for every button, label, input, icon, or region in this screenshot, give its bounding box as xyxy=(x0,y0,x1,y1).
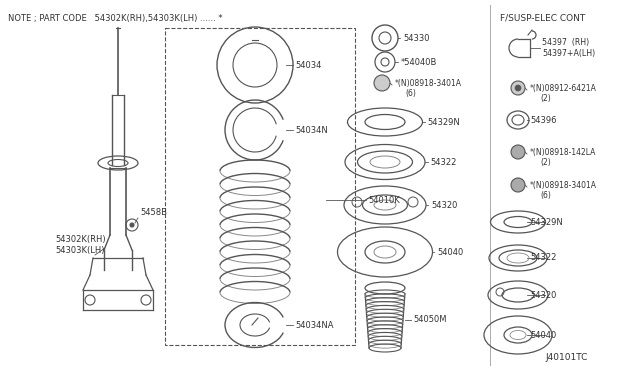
Text: 54322: 54322 xyxy=(530,253,556,263)
Text: 54034: 54034 xyxy=(295,61,321,70)
Circle shape xyxy=(511,81,525,95)
Text: (6): (6) xyxy=(540,190,551,199)
Text: J40101TC: J40101TC xyxy=(545,353,588,362)
Text: (2): (2) xyxy=(540,157,551,167)
Text: 54320: 54320 xyxy=(431,201,458,209)
Circle shape xyxy=(511,145,525,159)
Text: (6): (6) xyxy=(405,89,416,97)
Text: 54329N: 54329N xyxy=(530,218,563,227)
Text: 54329N: 54329N xyxy=(427,118,460,126)
Text: NOTE ; PART CODE   54302K(RH),54303K(LH) ...... *: NOTE ; PART CODE 54302K(RH),54303K(LH) .… xyxy=(8,13,223,22)
Text: 54034N: 54034N xyxy=(295,125,328,135)
Text: 54050M: 54050M xyxy=(413,315,447,324)
Text: 54330: 54330 xyxy=(403,33,429,42)
Text: *(N)08918-3401A: *(N)08918-3401A xyxy=(395,78,462,87)
Text: *(N)08918-3401A: *(N)08918-3401A xyxy=(530,180,597,189)
Text: *(N)08912-6421A: *(N)08912-6421A xyxy=(530,83,597,93)
Text: 54396: 54396 xyxy=(530,115,557,125)
Text: 54040: 54040 xyxy=(437,247,463,257)
Text: 54034NA: 54034NA xyxy=(295,321,333,330)
Text: 54322: 54322 xyxy=(430,157,456,167)
Text: 54397  (RH)
54397+A(LH): 54397 (RH) 54397+A(LH) xyxy=(542,38,595,58)
Circle shape xyxy=(130,223,134,227)
Text: *54040B: *54040B xyxy=(401,58,437,67)
Circle shape xyxy=(515,85,521,91)
Text: 54010K: 54010K xyxy=(368,196,400,205)
Circle shape xyxy=(511,178,525,192)
Text: (2): (2) xyxy=(540,93,551,103)
Circle shape xyxy=(374,75,390,91)
Text: 54302K(RH)
54303K(LH): 54302K(RH) 54303K(LH) xyxy=(55,235,106,255)
Text: *(N)08918-142LA: *(N)08918-142LA xyxy=(530,148,596,157)
Text: 54320: 54320 xyxy=(530,291,556,299)
Text: 54040: 54040 xyxy=(530,330,556,340)
Text: F/SUSP-ELEC CONT: F/SUSP-ELEC CONT xyxy=(500,13,585,22)
Text: 5458B: 5458B xyxy=(140,208,167,217)
